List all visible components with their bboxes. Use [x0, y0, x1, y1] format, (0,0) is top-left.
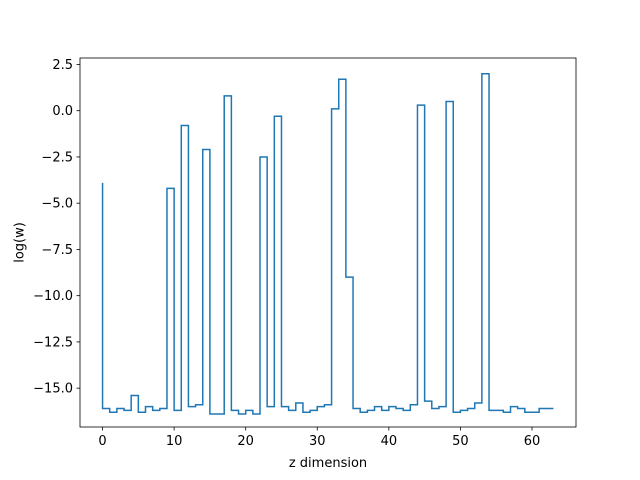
y-tick-label: −7.5: [41, 243, 73, 258]
y-tick-label: −12.5: [33, 335, 73, 350]
axes-frame: [79, 57, 577, 428]
x-axis: 0 10 20 30 40 50 60: [98, 427, 540, 449]
x-tick-label: 40: [381, 434, 398, 449]
x-tick-label: 50: [452, 434, 469, 449]
y-axis-label: log(w): [13, 222, 28, 263]
x-axis-label: z dimension: [289, 456, 367, 471]
x-tick-label: 0: [98, 434, 106, 449]
y-tick-label: −5.0: [41, 197, 73, 212]
x-tick-label: 20: [237, 434, 254, 449]
x-tick-label: 30: [309, 434, 326, 449]
y-tick-label: −10.0: [33, 289, 73, 304]
y-tick-label: −2.5: [41, 150, 73, 165]
series-line: [101, 72, 554, 415]
x-tick-label: 10: [166, 434, 183, 449]
x-tick-label: 60: [524, 434, 541, 449]
y-axis: 2.5 0.0 −2.5 −5.0 −7.5 −10.0 −12.5 −15.0: [33, 58, 80, 397]
y-tick-label: 2.5: [52, 58, 73, 73]
y-tick-label: 0.0: [52, 104, 73, 119]
y-tick-label: −15.0: [33, 382, 73, 397]
plot-area: [101, 72, 554, 415]
